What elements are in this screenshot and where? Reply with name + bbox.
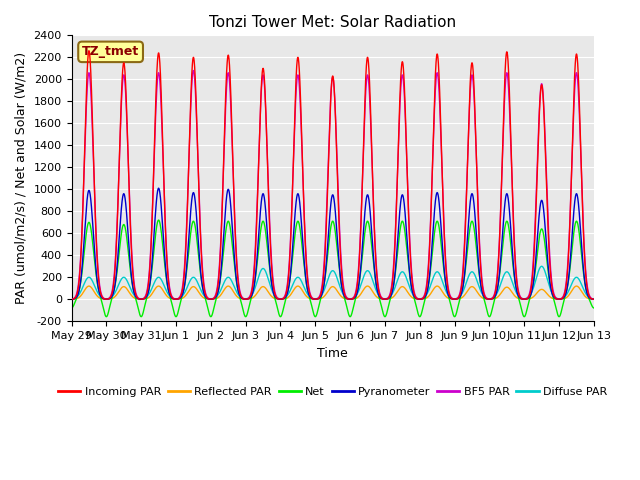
X-axis label: Time: Time (317, 347, 348, 360)
Title: Tonzi Tower Met: Solar Radiation: Tonzi Tower Met: Solar Radiation (209, 15, 456, 30)
Y-axis label: PAR (umol/m2/s) / Net and Solar (W/m2): PAR (umol/m2/s) / Net and Solar (W/m2) (15, 52, 28, 304)
Legend: Incoming PAR, Reflected PAR, Net, Pyranometer, BF5 PAR, Diffuse PAR: Incoming PAR, Reflected PAR, Net, Pyrano… (54, 383, 612, 401)
Text: TZ_tmet: TZ_tmet (82, 45, 140, 59)
